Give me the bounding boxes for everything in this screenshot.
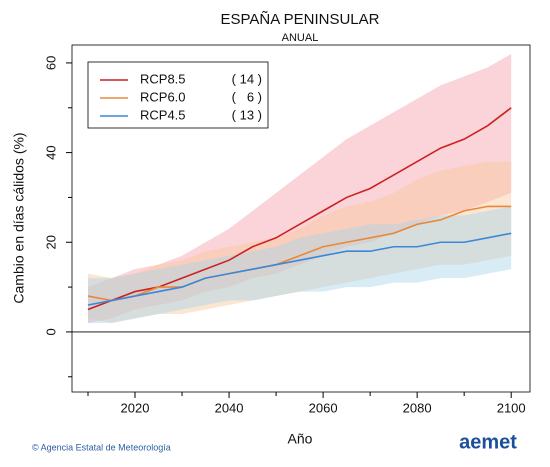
legend-count: ( 13 ) [232, 107, 262, 122]
series-line [87, 232, 512, 306]
x-axis-label: Año [288, 431, 313, 447]
plot-frame [71, 44, 531, 393]
y-tick-label: 20 [43, 235, 58, 249]
credit: © Agencia Estatal de Meteorología [32, 442, 171, 452]
series-line [87, 205, 512, 302]
legend-count: ( 14 ) [232, 71, 262, 86]
legend-label: RCP4.5 [140, 107, 186, 122]
x-tick-label: 2080 [403, 400, 432, 415]
y-tick-label: 60 [43, 56, 58, 70]
x-tick-label: 2100 [497, 400, 526, 415]
uncertainty-band [87, 206, 512, 323]
y-tick-label: 40 [43, 145, 58, 159]
x-tick-label: 2060 [309, 400, 338, 415]
legend-label: RCP8.5 [140, 71, 186, 86]
legend-count: ( 6 ) [232, 89, 262, 104]
chart-subtitle: ANUAL [282, 32, 319, 44]
y-tick-label: 0 [43, 328, 58, 335]
legend-label: RCP6.0 [140, 89, 186, 104]
legend-box [87, 61, 269, 129]
chart-title: ESPAÑA PENINSULAR [221, 11, 380, 28]
x-tick-label: 2020 [121, 400, 150, 415]
y-axis-label: Cambio en días cálidos (%) [11, 132, 27, 303]
x-tick-label: 2040 [215, 400, 244, 415]
logo: aemet [459, 431, 517, 453]
uncertainty-band [87, 53, 512, 323]
